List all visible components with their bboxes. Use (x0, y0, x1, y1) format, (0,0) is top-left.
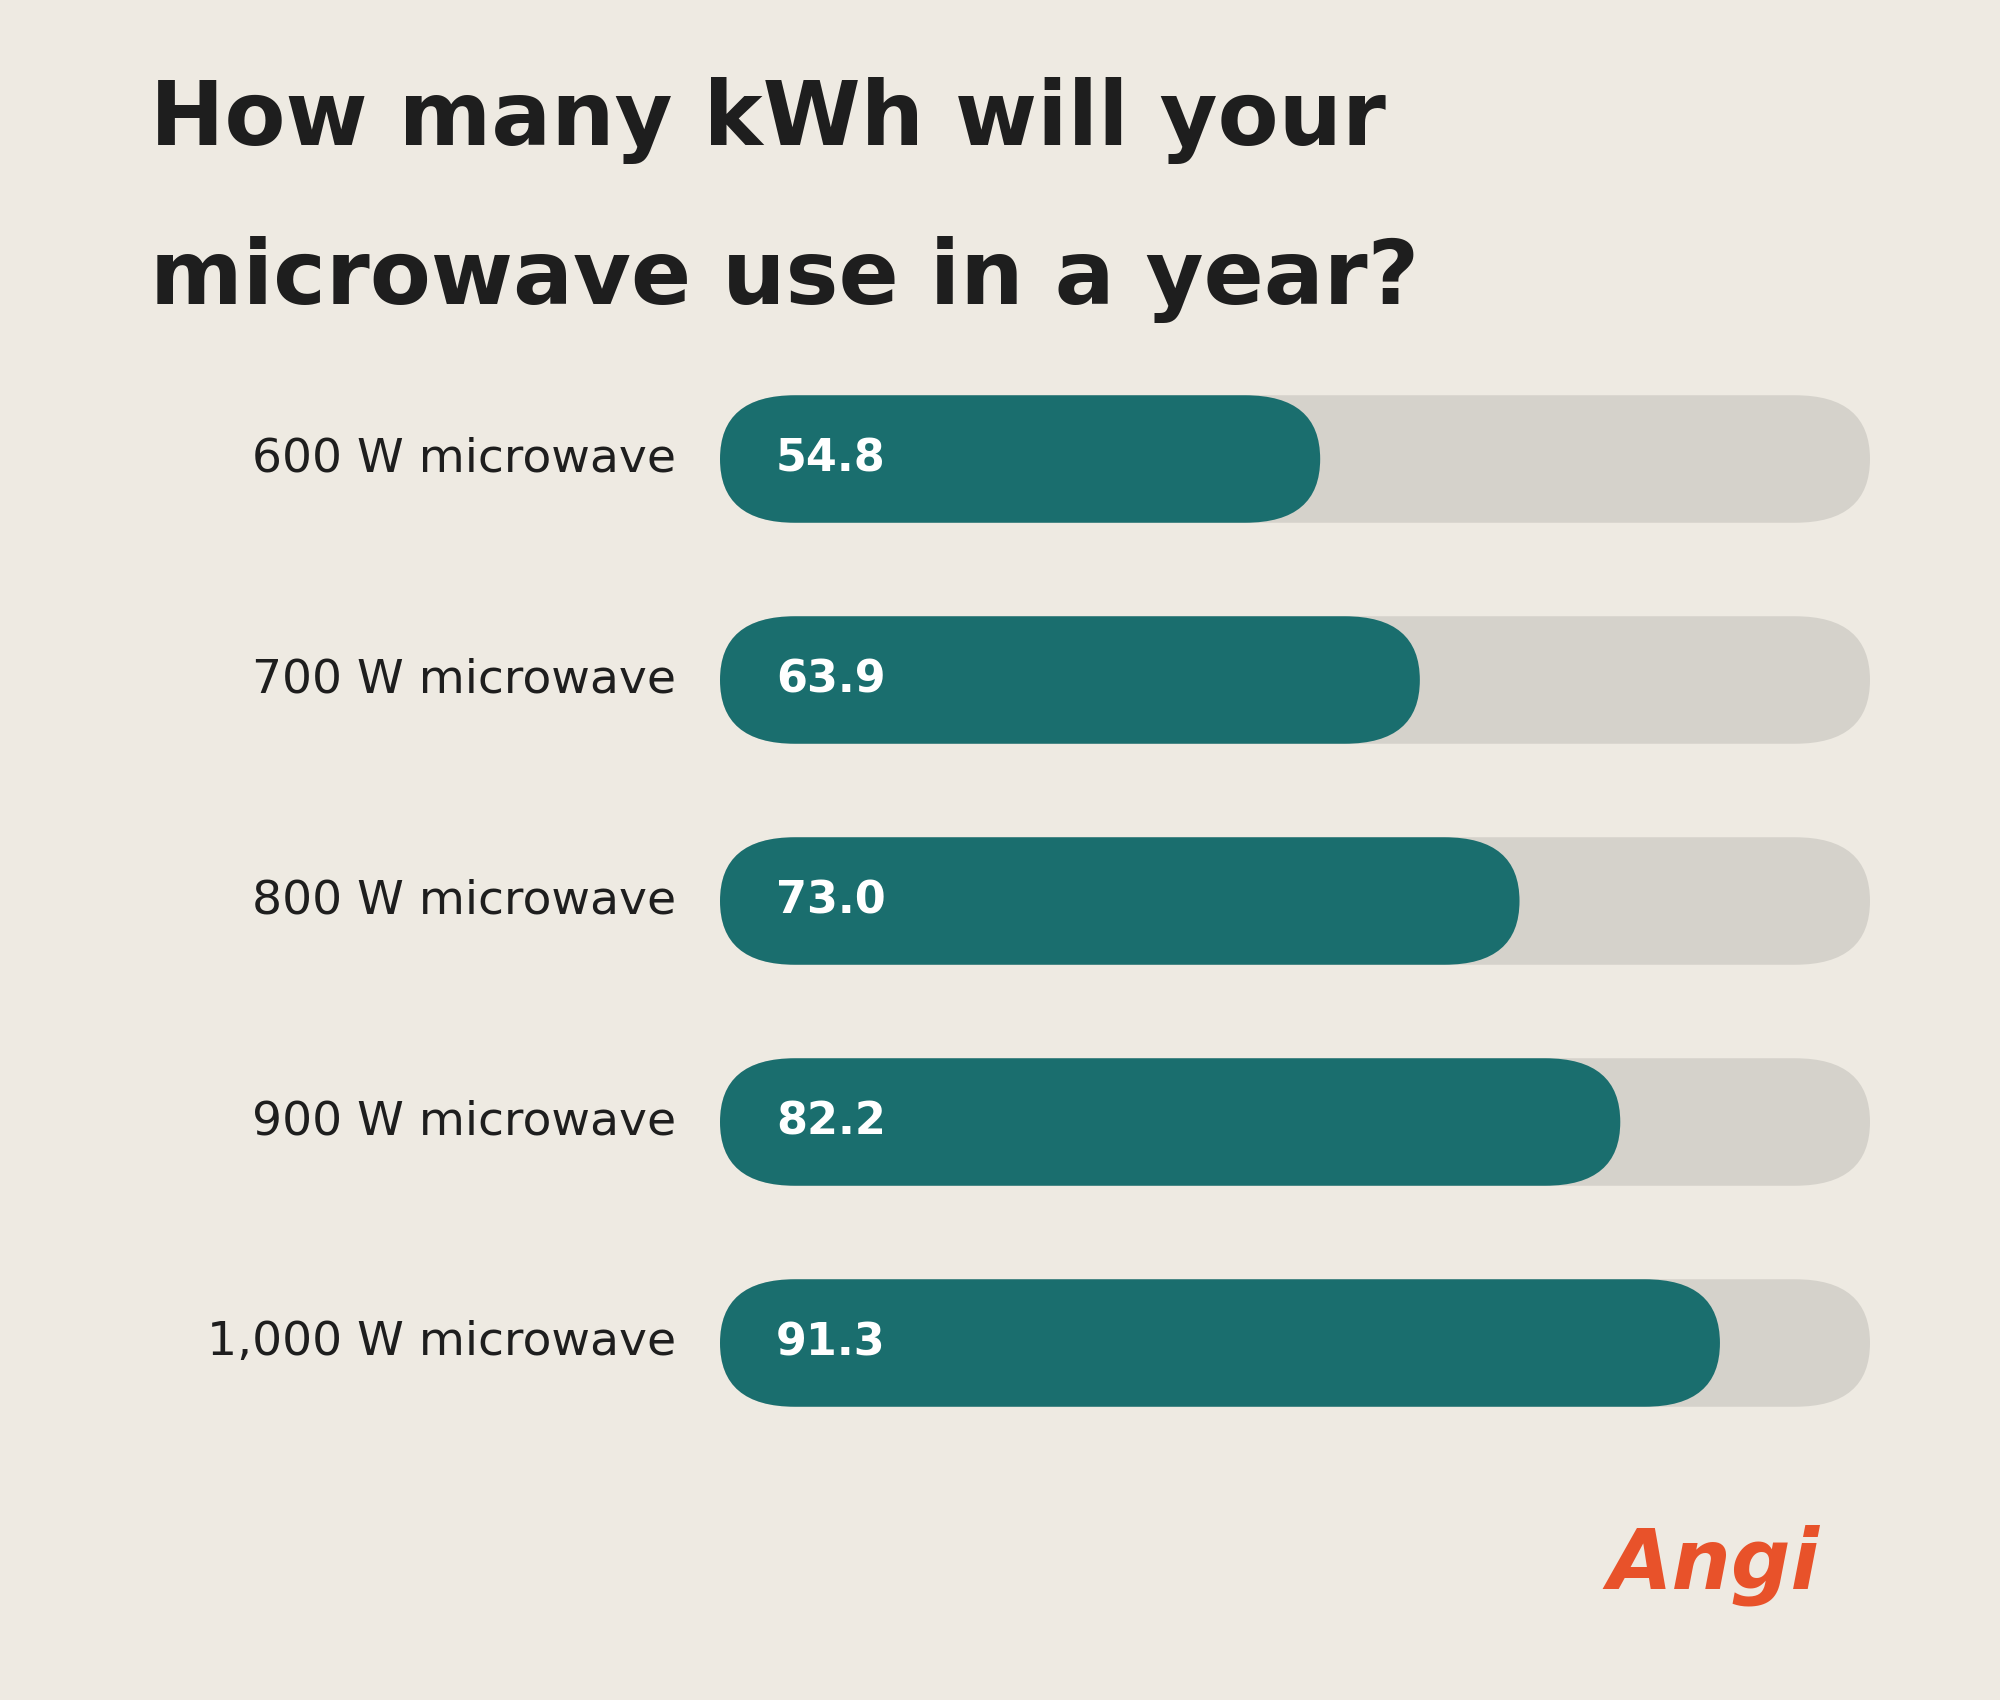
FancyBboxPatch shape (720, 617, 1870, 745)
Text: Angi: Angi (1608, 1525, 1820, 1606)
Text: microwave use in a year?: microwave use in a year? (150, 236, 1420, 323)
FancyBboxPatch shape (720, 396, 1320, 524)
Text: 73.0: 73.0 (776, 879, 886, 923)
Text: 1,000 W microwave: 1,000 W microwave (206, 1321, 676, 1365)
Text: 91.3: 91.3 (776, 1321, 886, 1365)
Text: 600 W microwave: 600 W microwave (252, 437, 676, 481)
Text: How many kWh will your: How many kWh will your (150, 76, 1386, 163)
Text: 54.8: 54.8 (776, 437, 886, 481)
Text: 800 W microwave: 800 W microwave (252, 879, 676, 923)
FancyBboxPatch shape (720, 1280, 1720, 1408)
Text: 900 W microwave: 900 W microwave (252, 1100, 676, 1144)
FancyBboxPatch shape (720, 396, 1870, 524)
FancyBboxPatch shape (720, 617, 1420, 745)
FancyBboxPatch shape (720, 838, 1520, 966)
Text: 700 W microwave: 700 W microwave (252, 658, 676, 702)
Text: 63.9: 63.9 (776, 658, 886, 702)
FancyBboxPatch shape (720, 1057, 1620, 1187)
Text: 82.2: 82.2 (776, 1100, 886, 1144)
FancyBboxPatch shape (720, 838, 1870, 966)
FancyBboxPatch shape (720, 1057, 1870, 1187)
FancyBboxPatch shape (720, 1280, 1870, 1408)
